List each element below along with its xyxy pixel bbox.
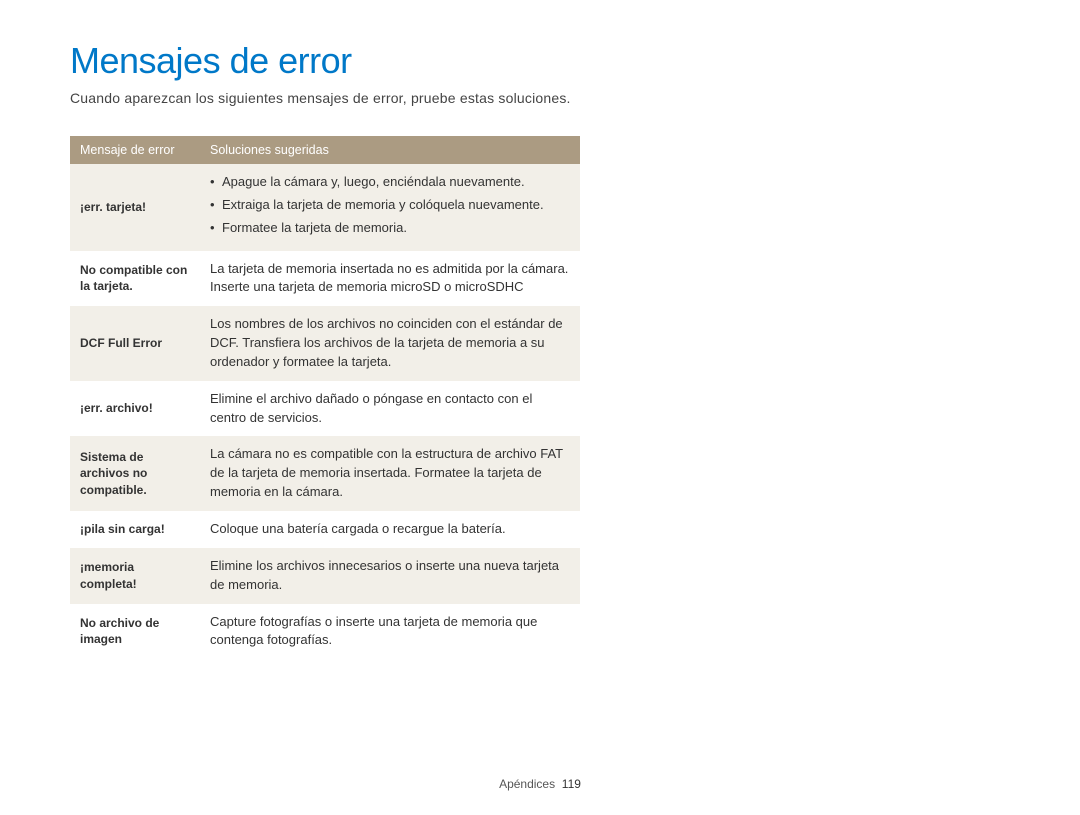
error-solution: Elimine el archivo dañado o póngase en c… — [200, 381, 580, 437]
table-row: DCF Full Error Los nombres de los archiv… — [70, 306, 580, 381]
solution-item: Extraiga la tarjeta de memoria y colóque… — [210, 196, 570, 215]
page-footer: Apéndices 119 — [0, 777, 1080, 791]
error-label: ¡err. archivo! — [70, 381, 200, 437]
error-solution: Apague la cámara y, luego, enciéndala nu… — [200, 164, 580, 251]
solution-item: Formatee la tarjeta de memoria. — [210, 219, 570, 238]
error-solution: La cámara no es compatible con la estruc… — [200, 436, 580, 511]
table-body: ¡err. tarjeta! Apague la cámara y, luego… — [70, 164, 580, 659]
error-label: ¡pila sin carga! — [70, 511, 200, 548]
error-solution: La tarjeta de memoria insertada no es ad… — [200, 251, 580, 307]
error-solution: Capture fotografías o inserte una tarjet… — [200, 604, 580, 660]
error-label: No compatible con la tarjeta. — [70, 251, 200, 307]
footer-section: Apéndices — [499, 777, 555, 791]
table-row: Sistema de archivos no compatible. La cá… — [70, 436, 580, 511]
table-row: ¡err. tarjeta! Apague la cámara y, luego… — [70, 164, 580, 251]
error-label: DCF Full Error — [70, 306, 200, 381]
error-table: Mensaje de error Soluciones sugeridas ¡e… — [70, 136, 580, 659]
table-header-solutions: Soluciones sugeridas — [200, 136, 580, 164]
error-label: ¡memoria completa! — [70, 548, 200, 604]
table-header-row: Mensaje de error Soluciones sugeridas — [70, 136, 580, 164]
table-row: No compatible con la tarjeta. La tarjeta… — [70, 251, 580, 307]
page-subtitle: Cuando aparezcan los siguientes mensajes… — [70, 90, 1010, 106]
error-label: ¡err. tarjeta! — [70, 164, 200, 251]
page-title: Mensajes de error — [70, 40, 1010, 82]
error-label: No archivo de imagen — [70, 604, 200, 660]
table-row: No archivo de imagen Capture fotografías… — [70, 604, 580, 660]
solution-item: Apague la cámara y, luego, enciéndala nu… — [210, 173, 570, 192]
table-row: ¡err. archivo! Elimine el archivo dañado… — [70, 381, 580, 437]
error-solution: Elimine los archivos innecesarios o inse… — [200, 548, 580, 604]
error-solution: Coloque una batería cargada o recargue l… — [200, 511, 580, 548]
table-row: ¡pila sin carga! Coloque una batería car… — [70, 511, 580, 548]
table-row: ¡memoria completa! Elimine los archivos … — [70, 548, 580, 604]
footer-page-number: 119 — [562, 777, 581, 791]
table-header-error: Mensaje de error — [70, 136, 200, 164]
error-solution: Los nombres de los archivos no coinciden… — [200, 306, 580, 381]
error-label: Sistema de archivos no compatible. — [70, 436, 200, 511]
